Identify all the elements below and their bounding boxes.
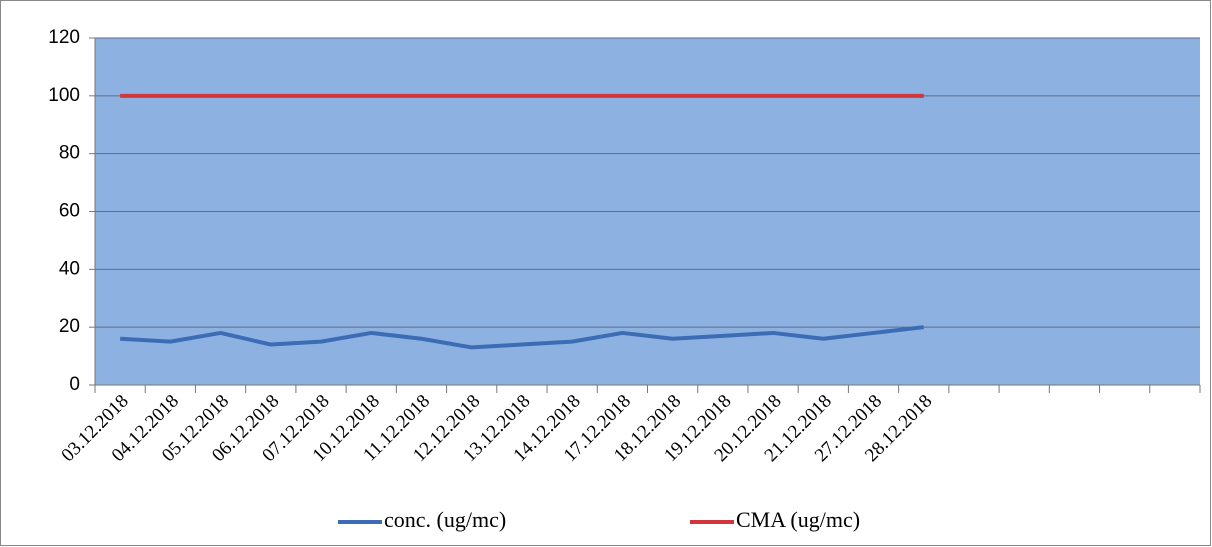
y-tick-label: 80 [59, 143, 80, 164]
y-tick-label: 40 [59, 258, 80, 279]
series-line [119, 325, 924, 350]
y-tick-label: 120 [48, 27, 80, 48]
y-tick-label: 20 [59, 316, 80, 337]
y-tick-label: 60 [59, 201, 80, 222]
y-tick-label: 100 [48, 85, 80, 106]
legend-label: conc. (ug/mc) [384, 507, 506, 532]
legend-label: CMA (ug/mc) [736, 507, 860, 532]
y-tick-label: 0 [69, 374, 80, 395]
